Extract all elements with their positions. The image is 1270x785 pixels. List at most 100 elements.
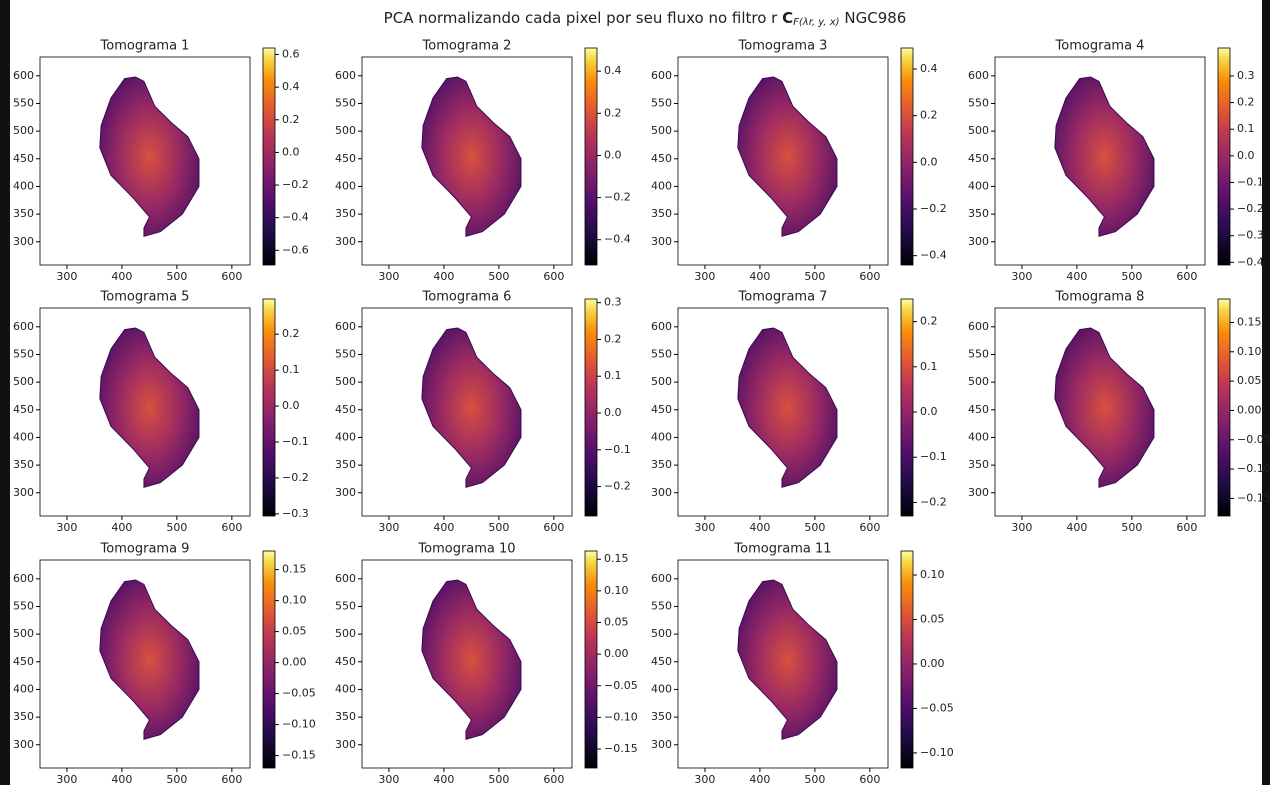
y-tick-label: 450 xyxy=(13,403,34,416)
colorbar xyxy=(1217,298,1231,517)
y-tick-label: 550 xyxy=(651,96,672,109)
y-tick-label: 350 xyxy=(651,710,672,723)
y-tick-label: 550 xyxy=(335,96,356,109)
colorbar-tick-label: −0.05 xyxy=(920,701,954,714)
colorbar-tick-label: −0.1 xyxy=(282,435,309,448)
x-tick-label: 300 xyxy=(694,773,715,785)
colorbar-tick-label: −0.4 xyxy=(920,249,947,262)
y-tick-label: 400 xyxy=(968,179,989,192)
x-tick-label: 600 xyxy=(543,521,564,534)
colorbar-tick-label: 0.00 xyxy=(604,647,629,660)
x-tick-label: 300 xyxy=(378,773,399,785)
colorbar-tick-label: 0.0 xyxy=(920,405,938,418)
colorbar-tick-label: 0.1 xyxy=(282,363,300,376)
x-tick-label: 600 xyxy=(543,270,564,283)
x-tick-label: 400 xyxy=(1066,270,1087,283)
y-tick-label: 350 xyxy=(651,458,672,471)
y-tick-label: 550 xyxy=(968,96,989,109)
y-tick-label: 550 xyxy=(968,347,989,360)
colorbar-tick-label: −0.2 xyxy=(604,480,631,493)
colorbar-tick-label: −0.10 xyxy=(1237,462,1270,475)
y-tick-label: 300 xyxy=(335,738,356,751)
y-tick-label: 450 xyxy=(335,655,356,668)
colorbar-tick-label: −0.10 xyxy=(604,710,638,723)
subplot-title: Tomograma 6 xyxy=(422,290,512,305)
galaxy-image xyxy=(99,327,200,488)
x-tick-label: 300 xyxy=(378,270,399,283)
colorbar-tick-label: 0.00 xyxy=(920,657,945,670)
colorbar xyxy=(1217,47,1231,266)
y-tick-label: 500 xyxy=(651,627,672,640)
x-tick-label: 600 xyxy=(221,270,242,283)
galaxy-image xyxy=(421,76,522,237)
x-tick-label: 400 xyxy=(749,773,770,785)
x-tick-label: 500 xyxy=(804,270,825,283)
y-tick-label: 300 xyxy=(968,486,989,499)
colorbar-tick-label: −0.15 xyxy=(282,749,316,762)
y-tick-label: 600 xyxy=(335,572,356,585)
figure-background xyxy=(10,0,1262,785)
axes-frame xyxy=(677,559,889,769)
colorbar-tick-label: 0.2 xyxy=(604,332,622,345)
x-tick-label: 400 xyxy=(111,773,132,785)
colorbar xyxy=(262,550,276,769)
colorbar-tick-label: −0.05 xyxy=(604,679,638,692)
y-tick-label: 500 xyxy=(335,627,356,640)
x-tick-label: 500 xyxy=(166,270,187,283)
colorbar xyxy=(900,550,914,769)
figure-title: PCA normalizando cada pixel por seu flux… xyxy=(384,9,907,31)
x-tick-label: 300 xyxy=(1011,521,1032,534)
title-text: PCA normalizando cada pixel por seu flux… xyxy=(384,9,779,27)
x-tick-label: 300 xyxy=(694,270,715,283)
x-tick-label: 600 xyxy=(221,521,242,534)
y-tick-label: 400 xyxy=(651,179,672,192)
axes-frame xyxy=(994,56,1206,266)
y-tick-label: 550 xyxy=(651,347,672,360)
x-tick-label: 300 xyxy=(56,773,77,785)
y-tick-label: 300 xyxy=(13,486,34,499)
y-tick-label: 350 xyxy=(651,207,672,220)
galaxy-image xyxy=(421,579,522,740)
y-tick-label: 500 xyxy=(13,375,34,388)
y-tick-label: 450 xyxy=(335,403,356,416)
subplot-title: Tomograma 10 xyxy=(417,542,515,557)
colorbar-tick-label: −0.6 xyxy=(282,243,309,256)
y-tick-label: 500 xyxy=(968,375,989,388)
axes-frame xyxy=(677,56,889,266)
colorbar-tick-label: −0.10 xyxy=(282,718,316,731)
y-tick-label: 550 xyxy=(335,599,356,612)
colorbar xyxy=(584,550,598,769)
colorbar xyxy=(584,47,598,266)
colorbar-tick-label: 0.4 xyxy=(920,62,938,75)
x-tick-label: 300 xyxy=(378,521,399,534)
colorbar-tick-label: −0.10 xyxy=(920,746,954,759)
colorbar-tick-label: −0.2 xyxy=(604,191,631,204)
y-tick-label: 600 xyxy=(651,572,672,585)
y-tick-label: 550 xyxy=(13,96,34,109)
x-tick-label: 600 xyxy=(859,521,880,534)
title-subscript: F(λr, y, x) xyxy=(793,17,839,28)
y-tick-label: 300 xyxy=(13,235,34,248)
x-tick-label: 500 xyxy=(804,521,825,534)
y-tick-label: 400 xyxy=(13,682,34,695)
colorbar-tick-label: −0.05 xyxy=(1237,433,1270,446)
colorbar-tick-label: −0.2 xyxy=(1237,202,1264,215)
title-name: NGC986 xyxy=(844,9,906,27)
axes-frame xyxy=(39,307,251,517)
galaxy-image xyxy=(99,76,200,237)
x-tick-label: 500 xyxy=(804,773,825,785)
axes-frame xyxy=(677,307,889,517)
y-tick-label: 500 xyxy=(13,124,34,137)
y-tick-label: 550 xyxy=(651,599,672,612)
y-tick-label: 550 xyxy=(13,599,34,612)
subplot-title: Tomograma 2 xyxy=(422,39,512,54)
y-tick-label: 400 xyxy=(335,682,356,695)
colorbar-tick-label: 0.10 xyxy=(920,568,945,581)
x-tick-label: 400 xyxy=(433,270,454,283)
colorbar-tick-label: 0.4 xyxy=(282,80,300,93)
y-tick-label: 400 xyxy=(651,430,672,443)
y-tick-label: 350 xyxy=(13,207,34,220)
galaxy-image xyxy=(1054,327,1155,488)
colorbar-tick-label: 0.4 xyxy=(604,64,622,77)
